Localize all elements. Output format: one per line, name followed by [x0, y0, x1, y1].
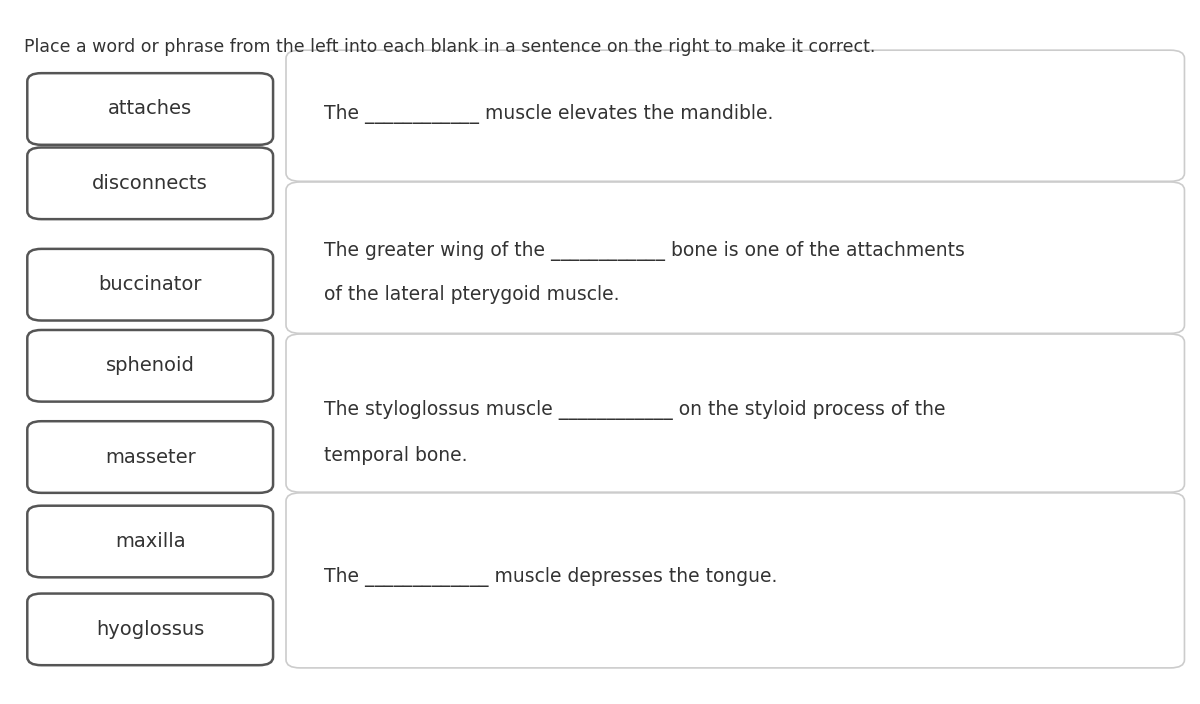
Text: Place a word or phrase from the left into each blank in a sentence on the right : Place a word or phrase from the left int…: [24, 38, 875, 56]
Text: attaches: attaches: [108, 99, 192, 118]
Text: sphenoid: sphenoid: [106, 356, 194, 375]
Text: temporal bone.: temporal bone.: [324, 446, 467, 465]
FancyBboxPatch shape: [28, 330, 274, 401]
FancyBboxPatch shape: [286, 50, 1184, 182]
FancyBboxPatch shape: [28, 73, 274, 145]
Text: The greater wing of the ____________ bone is one of the attachments: The greater wing of the ____________ bon…: [324, 241, 965, 261]
Text: maxilla: maxilla: [115, 532, 186, 551]
Text: hyoglossus: hyoglossus: [96, 620, 204, 639]
FancyBboxPatch shape: [28, 148, 274, 219]
FancyBboxPatch shape: [28, 505, 274, 577]
FancyBboxPatch shape: [286, 182, 1184, 334]
Text: The _____________ muscle depresses the tongue.: The _____________ muscle depresses the t…: [324, 567, 778, 586]
Text: The styloglossus muscle ____________ on the styloid process of the: The styloglossus muscle ____________ on …: [324, 400, 946, 420]
Text: of the lateral pterygoid muscle.: of the lateral pterygoid muscle.: [324, 285, 619, 304]
FancyBboxPatch shape: [286, 493, 1184, 668]
Text: masseter: masseter: [104, 448, 196, 467]
Text: The ____________ muscle elevates the mandible.: The ____________ muscle elevates the man…: [324, 104, 773, 125]
FancyBboxPatch shape: [28, 593, 274, 665]
Text: buccinator: buccinator: [98, 275, 202, 294]
FancyBboxPatch shape: [286, 334, 1184, 492]
FancyBboxPatch shape: [28, 421, 274, 493]
Text: disconnects: disconnects: [92, 174, 208, 193]
FancyBboxPatch shape: [28, 249, 274, 320]
